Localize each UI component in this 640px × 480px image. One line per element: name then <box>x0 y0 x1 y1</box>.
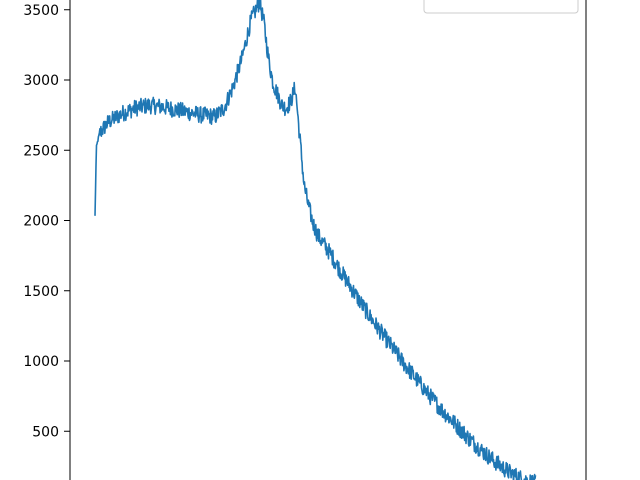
y-axis-ticks: 500 1000 1500 2000 2500 3000 3500 <box>23 3 70 440</box>
y-tick-label: 3000 <box>23 73 59 89</box>
plot-area <box>94 0 537 480</box>
y-tick-label: 2500 <box>23 143 59 159</box>
y-tick-label: 3500 <box>23 3 59 19</box>
y-tick-label: 2000 <box>23 214 59 230</box>
y-tick-label: 500 <box>32 424 59 440</box>
y-tick-label: 1500 <box>23 284 59 300</box>
series-line <box>94 0 537 480</box>
legend-box <box>423 0 579 14</box>
y-tick-label: 1000 <box>23 354 59 370</box>
